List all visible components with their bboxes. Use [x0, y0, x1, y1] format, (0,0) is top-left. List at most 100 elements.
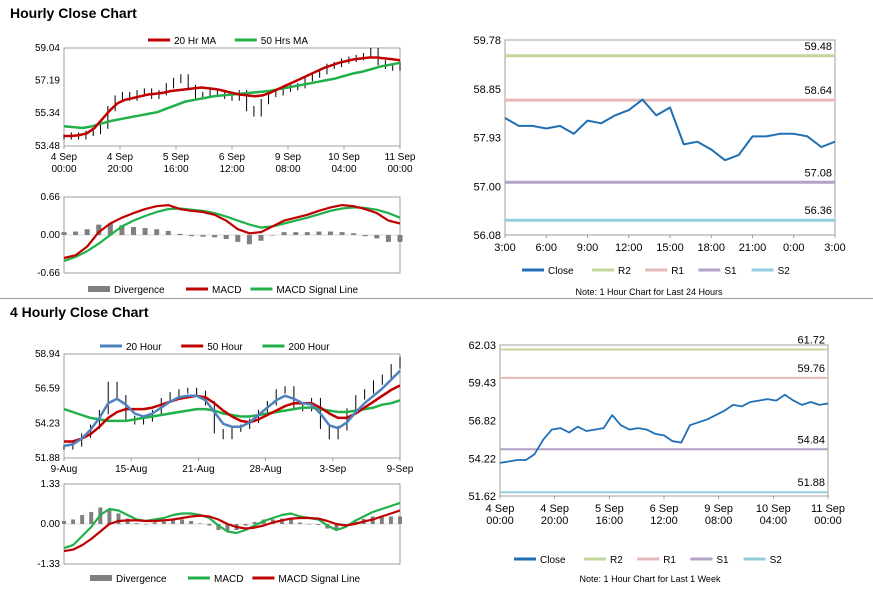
hourly-levels-xtick-2: 9:00: [577, 242, 598, 254]
four-hourly-levels-ytick-1: 59.43: [468, 378, 496, 390]
four-hourly-macd-legend-label-2: MACD Signal Line: [278, 574, 360, 585]
four-hourly-price-ytick-0: 58.94: [35, 349, 60, 360]
four-hourly-levels-xtick-1-line2: 20:00: [541, 515, 569, 527]
four-hourly-macd-divergence-bar-27: [307, 524, 312, 525]
hourly-levels-legend-label-0: Close: [548, 266, 574, 277]
hourly-levels-xtick-4: 15:00: [656, 242, 684, 254]
hourly-macd-divergence-bar-17: [258, 235, 264, 241]
four-hourly-levels-legend-label-4: S2: [770, 555, 783, 566]
four-hourly-macd-divergence-bar-18: [225, 524, 230, 532]
four-hourly-levels-ytick-4: 51.62: [468, 491, 496, 503]
four-hourly-macd-divergence-bar-37: [398, 516, 402, 524]
hourly-price-xtick-4-line2: 08:00: [275, 164, 300, 175]
hourly-price-xtick-0-line2: 00:00: [51, 164, 76, 175]
hourly-price-ytick-1: 57.19: [35, 76, 60, 87]
hourly-price-xtick-3-line2: 12:00: [219, 164, 244, 175]
hourly-price-legend-label-1: 50 Hrs MA: [261, 36, 309, 47]
hourly-macd-divergence-bar-28: [385, 235, 391, 242]
hourly-price-ytick-2: 55.34: [35, 108, 60, 119]
hourly-macd-signal-line: [63, 206, 401, 262]
four-hourly-macd-divergence-bar-30: [334, 524, 339, 531]
four-hourly-levels-xtick-0-line1: 4 Sep: [486, 503, 515, 515]
four-hourly-macd-legend-label-1: MACD: [214, 574, 243, 585]
hourly-macd-divergence-bar-27: [374, 235, 380, 239]
hourly-macd-divergence-bar-12: [200, 235, 206, 237]
four-hourly-20hr-line: [63, 369, 401, 448]
four-hourly-levels-xtick-0-line2: 00:00: [486, 515, 514, 527]
hourly-price-xtick-1-line1: 4 Sep: [107, 152, 134, 163]
hourly-price-xtick-6-line1: 11 Sep: [385, 152, 416, 163]
hourly-levels-ytick-1: 58.85: [473, 84, 501, 96]
hourly-price-20hr-ma-line: [64, 56, 401, 138]
hourly-levels-xtick-6: 21:00: [739, 242, 767, 254]
hourly-macd-divergence-bar-10: [177, 233, 183, 235]
four-hourly-macd-divergence-bar-21: [252, 521, 257, 524]
hourly-levels-ytick-0: 59.78: [473, 35, 501, 47]
four-hourly-levels-xtick-1-line1: 4 Sep: [540, 503, 569, 515]
hourly-macd-divergence-bar-29: [397, 235, 403, 242]
four-hourly-levels-r2-label: 61.72: [797, 334, 825, 346]
four-hourly-macd-divergence-bar-12: [170, 519, 175, 524]
four-hourly-price-xtick-0: 9-Aug: [51, 464, 78, 475]
hourly-macd-divergence-bar-5: [119, 225, 125, 235]
four-hourly-macd-ytick-1: 0.00: [41, 519, 61, 530]
four-hourly-levels-legend-label-0: Close: [540, 555, 566, 566]
hourly-levels-legend-label-3: S1: [724, 266, 737, 277]
hourly-macd-legend-label-1: MACD: [212, 285, 241, 296]
four-hourly-macd-divergence-bar-16: [207, 524, 212, 526]
hourly-levels-r2-label: 59.48: [804, 41, 832, 53]
hourly-levels-legend-label-1: R2: [618, 266, 631, 277]
four-hourly-price-legend-label-1: 50 Hour: [207, 342, 243, 353]
hourly-price-xtick-2-line2: 16:00: [163, 164, 188, 175]
hourly-levels-xtick-7: 0:00: [783, 242, 804, 254]
four-hourly-macd-divergence-bar-15: [198, 523, 203, 524]
hourly-levels-legend-label-4: S2: [778, 266, 791, 277]
four-hourly-levels-xtick-2-line2: 16:00: [596, 515, 624, 527]
four-hourly-levels-s1-label: 54.84: [797, 434, 825, 446]
four-hourly-levels-xtick-3-line2: 12:00: [650, 515, 678, 527]
hourly-levels-ytick-4: 56.08: [473, 230, 501, 242]
four-hourly-macd-ytick-2: -1.33: [37, 559, 60, 570]
four-hourly-price-legend-label-0: 20 Hour: [126, 342, 162, 353]
four-hourly-macd-divergence-bar-13: [180, 519, 185, 524]
hourly-macd-divergence-bar-11: [188, 235, 194, 237]
hourly-levels-xtick-0: 3:00: [494, 242, 515, 254]
hourly-macd-macd-line: [63, 204, 401, 260]
hourly-price-xtick-2-line1: 5 Sep: [163, 152, 190, 163]
hourly-macd-divergence-bar-24: [339, 232, 345, 235]
four-hourly-section-title: 4 Hourly Close Chart: [10, 304, 149, 320]
four-hourly-levels-xtick-5-line2: 04:00: [760, 515, 788, 527]
hourly-macd-divergence-bar-20: [293, 232, 299, 235]
hourly-price-xtick-6-line2: 00:00: [387, 164, 412, 175]
four-hourly-price-xtick-2: 21-Aug: [182, 464, 214, 475]
hourly-macd-divergence-bar-19: [281, 232, 287, 235]
four-hourly-levels-xtick-2-line1: 5 Sep: [595, 503, 624, 515]
hourly-macd-divergence-bar-15: [235, 235, 241, 242]
hourly-price-xtick-1-line2: 20:00: [107, 164, 132, 175]
hourly-section-title: Hourly Close Chart: [10, 5, 137, 21]
hourly-price-xtick-3-line1: 6 Sep: [219, 152, 246, 163]
hourly-levels-xtick-3: 12:00: [615, 242, 643, 254]
hourly-macd-ytick-0: 0.66: [41, 192, 61, 203]
hourly-levels-plot-frame: [504, 39, 836, 236]
four-hourly-levels-plot-frame: [499, 344, 829, 497]
hourly-macd-divergence-bar-0: [61, 232, 67, 235]
hourly-price-xtick-4-line1: 9 Sep: [275, 152, 302, 163]
four-hourly-levels-legend-label-1: R2: [610, 555, 623, 566]
hourly-levels-ytick-2: 57.93: [473, 133, 501, 145]
four-hourly-levels-xtick-3-line1: 6 Sep: [650, 503, 679, 515]
hourly-levels-xtick-1: 6:00: [536, 242, 557, 254]
four-hourly-price-xtick-3: 28-Aug: [249, 464, 281, 475]
hourly-levels-ytick-3: 57.00: [473, 182, 501, 194]
hourly-macd-divergence-bar-7: [142, 228, 148, 235]
hourly-price-xtick-5-line1: 10 Sep: [328, 152, 360, 163]
hourly-price-50hr-ma-line: [63, 61, 401, 130]
four-hourly-levels-xtick-4-line2: 08:00: [705, 515, 733, 527]
four-hourly-levels-xtick-6-line2: 00:00: [814, 515, 842, 527]
four-hourly-levels-ytick-0: 62.03: [468, 340, 496, 352]
four-hourly-price-xtick-4: 3-Sep: [319, 464, 346, 475]
section-divider: [0, 298, 873, 299]
hourly-macd-legend-swatch-0: [88, 286, 110, 292]
hourly-macd-divergence-bar-22: [316, 231, 322, 235]
hourly-macd-divergence-bar-2: [84, 229, 90, 235]
